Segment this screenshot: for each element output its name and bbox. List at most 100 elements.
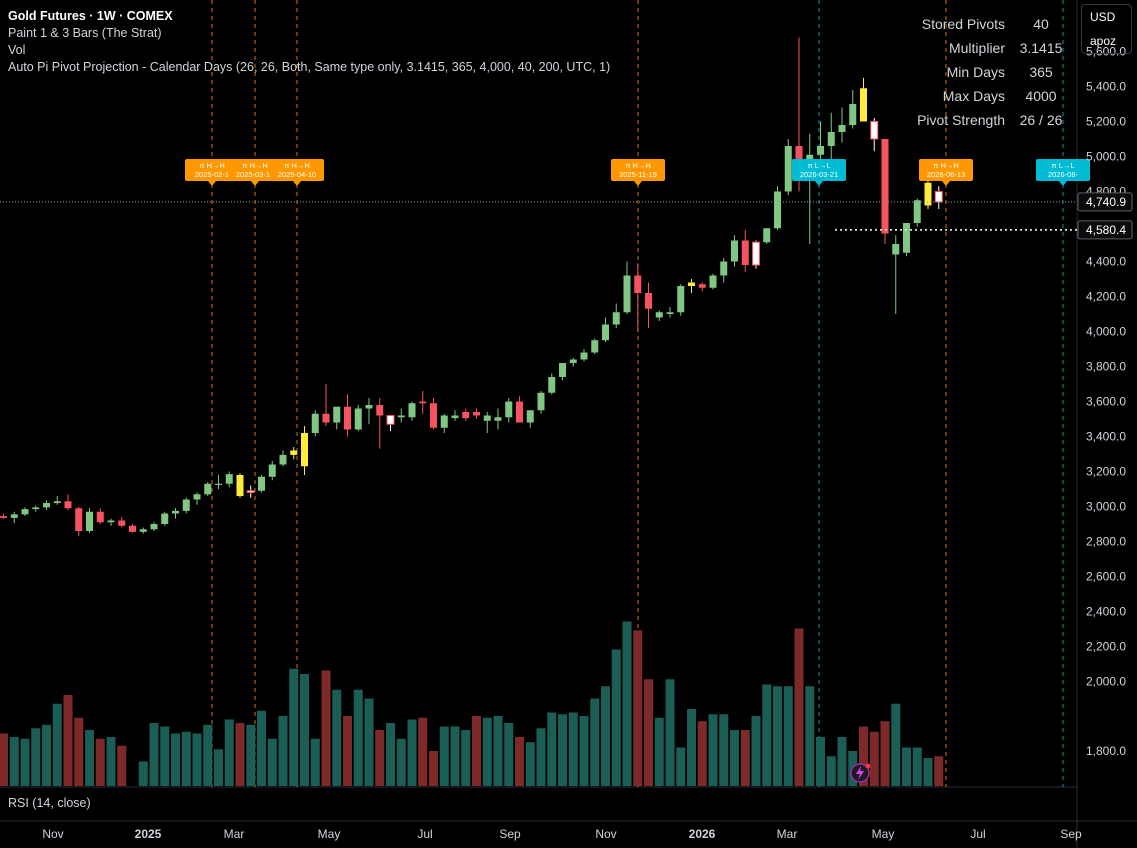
volume-bar [676, 747, 686, 786]
candle-body [634, 275, 642, 293]
indicator-strat-label[interactable]: Paint 1 & 3 Bars (The Strat) [8, 26, 162, 40]
pivot-label-box [228, 159, 282, 181]
volume-bar [278, 716, 288, 786]
candle-body [408, 403, 416, 418]
stats-row: Stored Pivots 40 [917, 12, 1065, 36]
volume-bar [504, 723, 514, 786]
volume-bar [85, 730, 94, 786]
currency-box[interactable]: USD apoz [1081, 4, 1132, 54]
volume-bar [687, 709, 696, 786]
volume-bar [20, 738, 30, 786]
volume-bar [665, 679, 675, 786]
volume-bar [783, 686, 793, 786]
pivot-label-box [611, 159, 665, 181]
candle-body [430, 403, 437, 428]
candle-body [774, 191, 781, 229]
volume-bar [482, 717, 492, 786]
candle-body [10, 514, 18, 518]
candle-body [870, 121, 879, 140]
candle-body [623, 275, 631, 313]
pivot-label-box [1036, 159, 1090, 181]
stats-table: Stored Pivots 40 Multiplier 3.1415 Min Day… [917, 12, 1065, 132]
price-axis-tick: 5,600.0 [1086, 45, 1126, 59]
pivot-label-date: 2025-11-19 [619, 170, 657, 179]
pivot-label-box [919, 159, 973, 181]
volume-bar [171, 733, 180, 786]
rsi-pane-label[interactable]: RSI (14, close) [8, 796, 91, 810]
price-axis-tick: 4,400.0 [1086, 255, 1126, 269]
price-label-box [1077, 192, 1133, 212]
flash-icon[interactable] [850, 763, 871, 783]
volume-bar [74, 717, 84, 786]
volume-bar [568, 712, 578, 786]
volume-bar [246, 724, 256, 786]
candle-body [612, 312, 620, 325]
candle-body [107, 520, 115, 523]
volume-bar [364, 698, 374, 786]
candle-body [677, 286, 685, 313]
candle-body [236, 475, 244, 496]
candle-body [301, 433, 308, 467]
volume-bar [751, 716, 761, 786]
candle-body [118, 520, 126, 526]
volume-bar [267, 738, 277, 786]
volume-bar [160, 726, 170, 786]
stats-value: 3.1415 [1019, 40, 1063, 56]
pivot-label-pointer [942, 181, 950, 186]
volume-bar [654, 717, 664, 786]
volume-bar [343, 716, 352, 786]
pivot-label-date: 2025-04-10 [278, 170, 316, 179]
volume-bar [633, 630, 643, 786]
volume-bar [257, 710, 266, 786]
candle-body [139, 529, 147, 532]
volume-bar [525, 742, 535, 786]
pivot-label-date: 2025-02-1 [195, 170, 229, 179]
candle-body [161, 513, 169, 524]
candle-body [204, 483, 212, 495]
volume-bar [450, 726, 460, 786]
pivot-label-pointer [815, 181, 823, 186]
volume-bar [590, 698, 600, 786]
candle-body [193, 494, 201, 500]
candle-body [494, 417, 502, 421]
indicator-pivot-label[interactable]: Auto Pi Pivot Projection - Calendar Days… [8, 60, 611, 74]
price-axis-tick: 5,200.0 [1086, 115, 1126, 129]
candle-body [817, 146, 824, 155]
candle-body [720, 261, 728, 276]
candle-body [924, 182, 932, 206]
candle-body [537, 392, 545, 411]
volume-bar [42, 724, 51, 786]
volume-bar [579, 716, 589, 786]
candle-body [290, 450, 298, 455]
volume-bar [106, 737, 116, 786]
volume-bar [95, 738, 105, 786]
volume-bar [224, 719, 234, 786]
pivot-label-type: π L→L [807, 161, 830, 170]
candle-body [21, 509, 29, 515]
candle-body [0, 516, 7, 518]
candle-body [763, 228, 771, 243]
volume-bar [52, 703, 62, 786]
volume-bar [826, 756, 836, 786]
volume-bar [439, 726, 449, 786]
volume-bar [310, 738, 320, 786]
indicator-vol-label[interactable]: Vol [8, 43, 26, 57]
pivot-label-type: π H→H [242, 161, 268, 170]
volume-bar [816, 737, 825, 786]
candle-body [860, 88, 867, 122]
volume-bar [9, 737, 19, 786]
candle-body [698, 284, 706, 288]
currency-label[interactable]: USD [1090, 10, 1116, 24]
volume-bar [601, 686, 610, 786]
stats-value: 4000 [1025, 88, 1057, 104]
time-axis-label: Jul [417, 827, 432, 841]
candle-body [258, 476, 265, 491]
pivot-label-type: π L→L [1051, 161, 1074, 170]
volume-bar [859, 726, 868, 786]
candle-body [365, 405, 373, 409]
stats-value: 365 [1029, 64, 1053, 80]
candle-body [784, 146, 792, 192]
price-axis-tick: 2,200.0 [1086, 640, 1126, 654]
volume-bar [235, 723, 245, 786]
